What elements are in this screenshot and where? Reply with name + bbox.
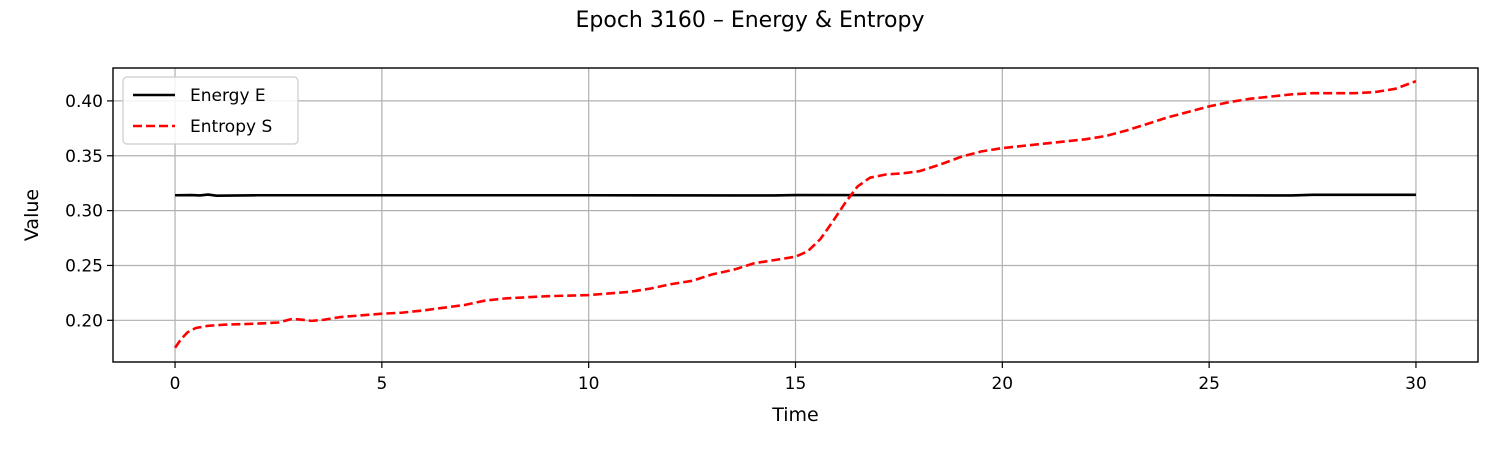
x-tick-label: 20 xyxy=(991,374,1013,394)
axis-ticks: 0 5 10 15 20 25 30 0.20 0.25 0.30 0.35 0.40 xyxy=(65,92,1427,394)
y-tick-label: 0.25 xyxy=(65,256,103,276)
y-tick-label: 0.40 xyxy=(65,92,103,112)
series-layer xyxy=(173,79,1417,349)
legend: Energy E Entropy S xyxy=(122,76,299,145)
y-axis-label: Value xyxy=(21,189,43,241)
y-tick-label: 0.35 xyxy=(65,147,103,167)
x-tick-label: 25 xyxy=(1198,374,1220,394)
x-tick-label: 30 xyxy=(1405,374,1427,394)
x-tick-label: 5 xyxy=(376,374,387,394)
grid-lines xyxy=(113,68,1478,362)
y-tick-label: 0.30 xyxy=(65,202,103,222)
series-line-entropy xyxy=(173,79,1417,349)
legend-label-energy: Energy E xyxy=(190,86,266,106)
x-tick-label: 15 xyxy=(785,374,807,394)
legend-label-entropy: Entropy S xyxy=(190,117,272,137)
x-axis-label: Time xyxy=(771,404,819,426)
y-tick-label: 0.20 xyxy=(65,311,103,331)
chart-title: Epoch 3160 – Energy & Entropy xyxy=(576,8,925,33)
series-line-energy xyxy=(175,193,1416,197)
x-tick-label: 0 xyxy=(170,374,181,394)
x-tick-label: 10 xyxy=(578,374,600,394)
